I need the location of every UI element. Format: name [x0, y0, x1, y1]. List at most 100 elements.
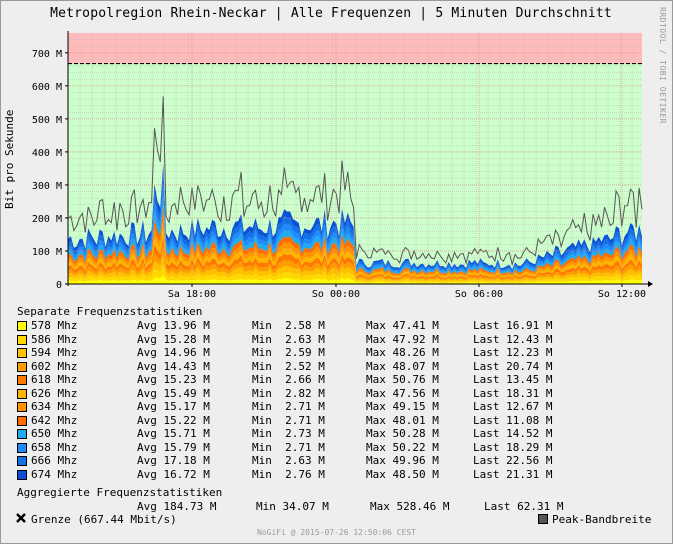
- stat-name: 658 Mhz: [31, 440, 78, 454]
- series-area: [68, 215, 642, 277]
- y-tick-label: 700 M: [32, 49, 62, 60]
- stats-row: 674 Mhz Avg 16.72 M Min 2.76 M Max 48.50 M L…: [17, 468, 667, 481]
- series-area: [68, 244, 642, 281]
- stat-name: 642 Mhz: [31, 413, 78, 427]
- stat-last: Last 16.91 M: [473, 319, 553, 332]
- over-limit-zone: [68, 33, 642, 64]
- separate-stats-header: Separate Frequenzstatistiken: [17, 305, 203, 318]
- y-tick-label: 400 M: [32, 148, 62, 159]
- aggregate-stats-row: Avg 184.73 M Min 34.07 M Max 528.46 M La…: [17, 500, 667, 513]
- stats-row: 634 Mhz Avg 15.17 M Min 2.71 M Max 49.15 M L…: [17, 400, 667, 413]
- stats-row: 642 Mhz Avg 15.22 M Min 2.71 M Max 48.01 M L…: [17, 414, 667, 427]
- stat-last: Last 18.31 M: [473, 386, 553, 400]
- stat-avg: Avg 13.96 M: [137, 319, 210, 332]
- stat-name: 578 Mhz: [31, 319, 78, 332]
- stats-row: 594 Mhz Avg 14.96 M Min 2.59 M Max 48.26 M L…: [17, 346, 667, 359]
- stat-min: Min 2.76 M: [252, 467, 325, 481]
- stat-min: Min 2.52 M: [252, 359, 325, 373]
- series-area: [68, 275, 642, 284]
- aggregate-avg: Avg 184.73 M: [137, 500, 217, 513]
- stat-min: Min 2.63 M: [252, 332, 325, 346]
- y-tick-label: 0: [56, 280, 62, 291]
- stats-row: 586 Mhz Avg 15.28 M Min 2.63 M Max 47.92 M L…: [17, 333, 667, 346]
- stat-last: Last 12.23 M: [473, 346, 553, 359]
- series-swatch: [17, 456, 27, 466]
- stat-avg: Avg 17.18 M: [137, 454, 210, 467]
- stat-avg: Avg 15.22 M: [137, 413, 210, 427]
- series-swatch: [17, 334, 27, 345]
- stat-max: Max 49.15 M: [366, 400, 439, 413]
- stat-max: Max 47.92 M: [366, 332, 439, 346]
- x-axis-arrow: [648, 281, 653, 287]
- stat-last: Last 18.29 M: [473, 440, 553, 454]
- stat-max: Max 47.56 M: [366, 386, 439, 400]
- stat-max: Max 48.50 M: [366, 467, 439, 481]
- stat-avg: Avg 15.23 M: [137, 373, 210, 386]
- stat-min: Min 2.58 M: [252, 319, 325, 332]
- x-tick-label: So 06:00: [455, 289, 503, 300]
- stat-name: 626 Mhz: [31, 386, 78, 400]
- series-area: [68, 186, 642, 274]
- stat-avg: Avg 15.71 M: [137, 427, 210, 440]
- series-area: [68, 196, 642, 275]
- stat-max: Max 48.01 M: [366, 413, 439, 427]
- series-swatch: [17, 415, 27, 426]
- stat-max: Max 47.41 M: [366, 319, 439, 332]
- stats-row: 658 Mhz Avg 15.79 M Min 2.71 M Max 50.22 M L…: [17, 441, 667, 454]
- stat-min: Min 2.66 M: [252, 373, 325, 386]
- stat-min: Min 2.59 M: [252, 346, 325, 359]
- series-swatch: [17, 402, 27, 412]
- peak-bandwidth-line: [67, 96, 643, 267]
- series-swatch: [17, 348, 27, 358]
- stat-min: Min 2.71 M: [252, 440, 325, 454]
- stat-avg: Avg 15.79 M: [137, 440, 210, 454]
- peak-label: Peak-Bandbreite: [552, 513, 652, 526]
- stat-last: Last 22.56 M: [473, 454, 553, 467]
- series-swatch: [17, 375, 27, 385]
- series-swatch: [17, 388, 27, 399]
- stats-row: 626 Mhz Avg 15.49 M Min 2.82 M Max 47.56 M L…: [17, 387, 667, 400]
- series-area: [68, 254, 642, 282]
- series-swatch: [17, 442, 27, 453]
- stats-row: 666 Mhz Avg 17.18 M Min 2.63 M Max 49.96 M L…: [17, 454, 667, 467]
- stat-max: Max 48.07 M: [366, 359, 439, 373]
- x-tick-label: So 12:00: [598, 289, 646, 300]
- stat-min: Min 2.63 M: [252, 454, 325, 467]
- stat-max: Max 50.22 M: [366, 440, 439, 454]
- stat-max: Max 48.26 M: [366, 346, 439, 359]
- series-swatch: [17, 361, 27, 372]
- stats-row: 578 Mhz Avg 13.96 M Min 2.58 M Max 47.41 M L…: [17, 319, 667, 332]
- stat-avg: Avg 14.43 M: [137, 359, 210, 373]
- traffic-chart: 0 100 M 200 M 300 M 400 M 500 M 600 M 700 M Sa 1…: [32, 31, 653, 300]
- stats-row: 602 Mhz Avg 14.43 M Min 2.52 M Max 48.07 M L…: [17, 360, 667, 373]
- stats-row: 618 Mhz Avg 15.23 M Min 2.66 M Max 50.76 M L…: [17, 373, 667, 386]
- series-swatch: [17, 469, 27, 480]
- stat-name: 650 Mhz: [31, 427, 78, 440]
- stat-name: 666 Mhz: [31, 454, 78, 467]
- stat-avg: Avg 14.96 M: [137, 346, 210, 359]
- y-tick-label: 200 M: [32, 214, 62, 225]
- aggregate-stats-header: Aggregierte Frequenzstatistiken: [17, 486, 223, 499]
- stat-max: Max 50.28 M: [366, 427, 439, 440]
- stat-min: Min 2.73 M: [252, 427, 325, 440]
- x-tick-label: Sa 18:00: [168, 289, 216, 300]
- series-area: [68, 205, 642, 276]
- stat-last: Last 14.52 M: [473, 427, 553, 440]
- series-area: [68, 226, 642, 279]
- aggregate-max: Max 528.46 M: [370, 500, 450, 513]
- stat-name: 594 Mhz: [31, 346, 78, 359]
- stat-name: 586 Mhz: [31, 332, 78, 346]
- series-area: [68, 236, 642, 280]
- rrdtool-watermark: RRDTOOL / TOBI OETIKER: [658, 7, 667, 124]
- aggregate-last: Last 62.31 M: [484, 500, 564, 513]
- stat-last: Last 12.43 M: [473, 332, 553, 346]
- stat-last: Last 13.45 M: [473, 373, 553, 386]
- stats-row: 650 Mhz Avg 15.71 M Min 2.73 M Max 50.28 M L…: [17, 427, 667, 440]
- stat-avg: Avg 15.17 M: [137, 400, 210, 413]
- stat-max: Max 49.96 M: [366, 454, 439, 467]
- stat-avg: Avg 15.28 M: [137, 332, 210, 346]
- y-tick-label: 500 M: [32, 115, 62, 126]
- series-area: [68, 164, 642, 271]
- source-timestamp: NoGiFi @ 2015-07-26 12:50:06 CEST: [257, 528, 416, 537]
